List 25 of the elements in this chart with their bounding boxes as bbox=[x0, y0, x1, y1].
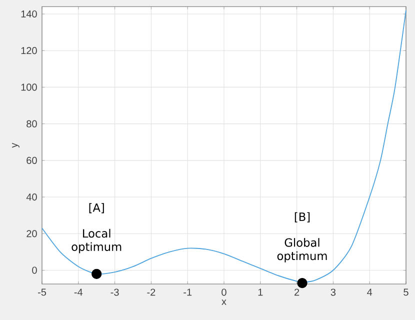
y-tick-label: 0 bbox=[32, 266, 37, 274]
x-tick-label: 1 bbox=[258, 288, 263, 296]
annotation: Global optimum bbox=[277, 238, 327, 262]
y-tick-label: 40 bbox=[26, 193, 37, 201]
y-tick-label: 140 bbox=[21, 10, 37, 18]
annotation: [B] bbox=[294, 212, 310, 222]
x-tick-label: 2 bbox=[294, 288, 300, 296]
x-tick-label: 0 bbox=[222, 288, 226, 296]
x-tick-label: -5 bbox=[38, 288, 46, 296]
annotation: [A] bbox=[89, 203, 104, 214]
x-tick-label: -2 bbox=[147, 288, 156, 296]
y-tick-label: 120 bbox=[21, 47, 37, 54]
x-axis-title: x bbox=[222, 300, 226, 305]
x-tick-label: -4 bbox=[74, 288, 83, 296]
y-tick-label: 60 bbox=[26, 156, 37, 164]
x-tick-label: -1 bbox=[184, 288, 192, 296]
annotation: Local optimum bbox=[72, 228, 122, 254]
y-axis-title: y bbox=[12, 142, 20, 148]
x-tick-label: 3 bbox=[330, 288, 336, 296]
y-tick-label: 20 bbox=[26, 230, 37, 238]
y-tick-label: 80 bbox=[26, 120, 37, 128]
y-tick-label: 100 bbox=[21, 84, 37, 91]
x-tick-label: -3 bbox=[110, 288, 119, 296]
x-tick-label: 5 bbox=[404, 288, 408, 296]
x-tick-label: 4 bbox=[367, 288, 372, 296]
